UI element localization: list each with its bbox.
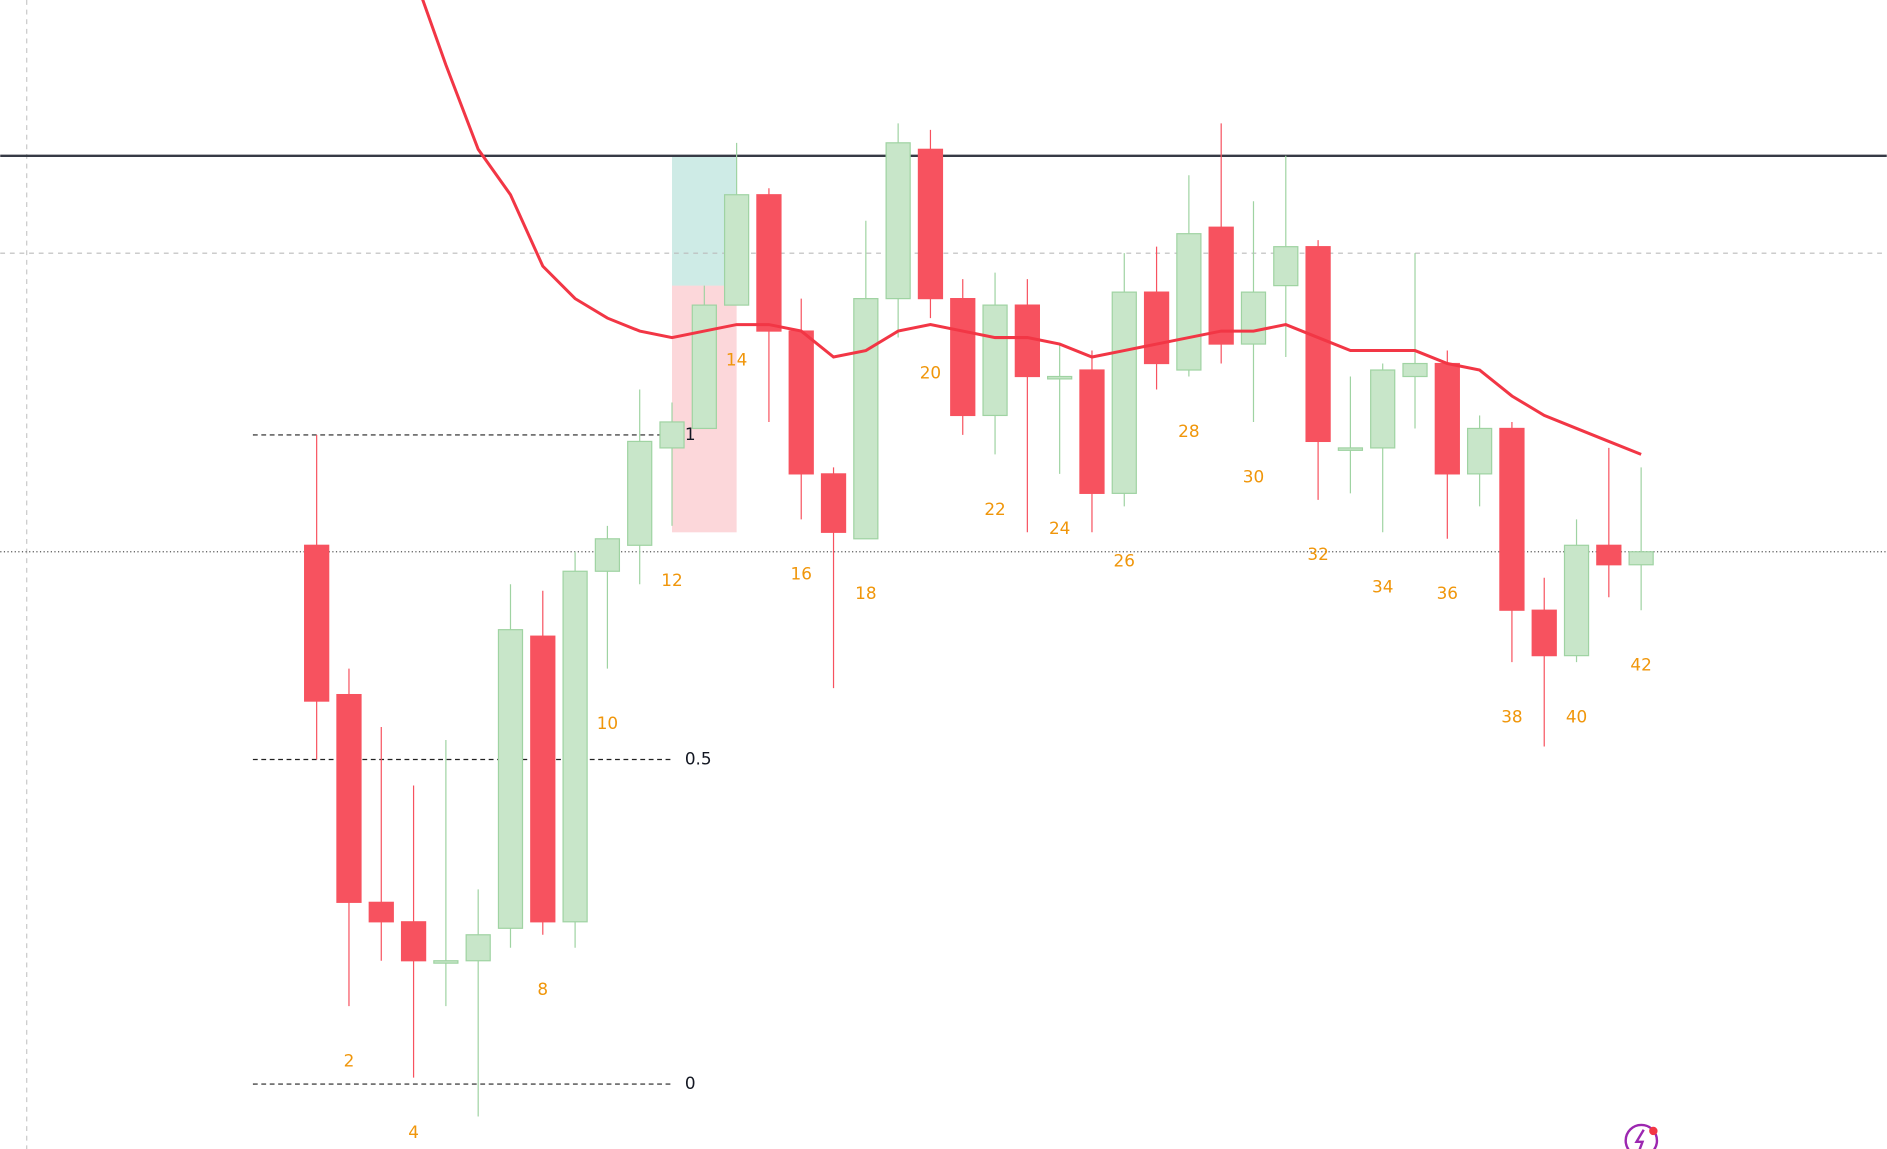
candle-label: 22 xyxy=(984,499,1005,519)
fib-level-label: 1 xyxy=(685,424,696,444)
candle-label: 26 xyxy=(1114,551,1135,571)
candle-body xyxy=(691,304,717,430)
candle-body xyxy=(336,693,362,903)
candle-body xyxy=(1370,369,1396,449)
fib-level-label: 0.5 xyxy=(685,749,712,769)
candle-label: 16 xyxy=(791,564,812,584)
candle-body xyxy=(594,538,621,572)
candle-body xyxy=(820,473,847,533)
fib-level-label: 0 xyxy=(685,1073,696,1093)
candle-label: 34 xyxy=(1372,577,1393,597)
candle-body xyxy=(659,421,685,449)
candle-label: 20 xyxy=(920,362,941,382)
candle-body xyxy=(917,148,944,300)
candle-body xyxy=(950,298,976,417)
candle-label: 38 xyxy=(1501,706,1522,726)
candle-body xyxy=(562,570,588,923)
candle-body xyxy=(723,194,750,306)
candle-body xyxy=(1047,375,1073,380)
candle-label: 4 xyxy=(408,1122,419,1142)
candle-body xyxy=(1079,369,1105,494)
candle-body xyxy=(1305,246,1331,443)
candle-label: 32 xyxy=(1307,544,1328,564)
candle-body xyxy=(1208,226,1234,345)
candle-body xyxy=(368,901,394,923)
candle-body xyxy=(756,194,782,332)
candle-label: 10 xyxy=(597,713,618,733)
candle-body xyxy=(304,544,330,702)
candle-label: 40 xyxy=(1566,706,1587,726)
lightning-icon xyxy=(1624,1123,1659,1149)
candle-body xyxy=(433,960,459,964)
candle-body xyxy=(1143,291,1170,365)
candle-body xyxy=(1273,246,1299,287)
candle-label: 36 xyxy=(1437,583,1458,603)
candle-body xyxy=(400,921,427,962)
candle-body xyxy=(1337,447,1364,451)
candle-body xyxy=(982,304,1008,417)
candle-label: 12 xyxy=(661,570,682,590)
candle-body xyxy=(1596,544,1622,566)
candle-body xyxy=(788,330,814,475)
candle-body xyxy=(1176,233,1202,371)
candle-body xyxy=(885,142,911,300)
candle-body xyxy=(1628,551,1654,566)
candle-body xyxy=(627,440,653,546)
candle-body xyxy=(1240,291,1267,345)
candle-body xyxy=(1466,427,1493,475)
candle-label: 14 xyxy=(726,349,747,369)
candle-body xyxy=(1014,304,1040,378)
candle-label: 8 xyxy=(537,979,548,999)
candle-label: 30 xyxy=(1243,466,1264,486)
moving-average xyxy=(421,0,1642,456)
candle-body xyxy=(853,298,879,540)
candle-body xyxy=(1531,609,1557,657)
candle-body xyxy=(1111,291,1137,494)
candle-label: 2 xyxy=(344,1051,355,1071)
candle-body xyxy=(1499,427,1525,611)
candle-label: 18 xyxy=(855,583,876,603)
candle-body xyxy=(1434,362,1460,475)
candle-body xyxy=(530,635,556,923)
candle-body xyxy=(497,629,524,929)
candle-body xyxy=(1402,362,1428,378)
candle-body xyxy=(465,934,491,962)
candle-body xyxy=(1563,544,1590,657)
candle-label: 24 xyxy=(1049,518,1070,538)
candle-label: 28 xyxy=(1178,421,1199,441)
candle-label: 42 xyxy=(1630,655,1651,675)
